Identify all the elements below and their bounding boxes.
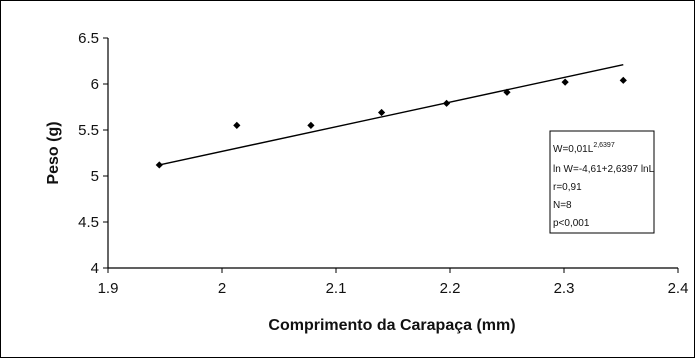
x-tick-label: 2.2 [440, 280, 461, 297]
y-tick-label: 5.5 [78, 122, 99, 139]
stats-box: W=0,01L2,6397 ln W=-4,61+2,6397 lnL r=0,… [549, 130, 655, 234]
y-axis-title: Peso (g) [45, 121, 62, 184]
stats-n: N=8 [553, 200, 572, 211]
y-tick-label: 4.5 [78, 214, 99, 231]
y-tick-label: 6 [91, 76, 99, 93]
data-point [503, 88, 511, 96]
data-point [155, 161, 163, 169]
x-tick-label: 2.4 [668, 280, 689, 297]
y-tick-label: 6.5 [78, 30, 99, 47]
data-points [155, 76, 627, 169]
stats-equation-log: ln W=-4,61+2,6397 lnL [553, 164, 655, 175]
data-point [378, 108, 386, 117]
x-axis-ticks: 1.9 2 2.1 2.2 2.3 2.4 [98, 268, 689, 297]
trend-line [159, 63, 624, 166]
stats-equation-power: W=0,01L2,6397 [553, 142, 615, 155]
data-point [233, 121, 241, 129]
x-tick-label: 2.1 [326, 280, 347, 297]
stats-p: p<0,001 [553, 218, 590, 229]
x-tick-label: 2 [218, 280, 226, 297]
y-tick-label: 5 [91, 168, 99, 185]
data-point [619, 76, 627, 84]
y-axis-ticks: 4 4.5 5 5.5 6 6.5 [78, 30, 108, 277]
x-axis-title: Comprimento da Carapaça (mm) [268, 317, 515, 334]
data-point [442, 99, 451, 107]
data-point [307, 121, 315, 129]
trendline-layer [159, 63, 624, 166]
stats-box-frame [549, 130, 655, 234]
data-point [561, 78, 569, 86]
stats-r: r=0,91 [553, 182, 582, 193]
x-tick-label: 2.3 [554, 280, 575, 297]
y-tick-label: 4 [91, 260, 99, 277]
x-tick-label: 1.9 [98, 280, 119, 297]
